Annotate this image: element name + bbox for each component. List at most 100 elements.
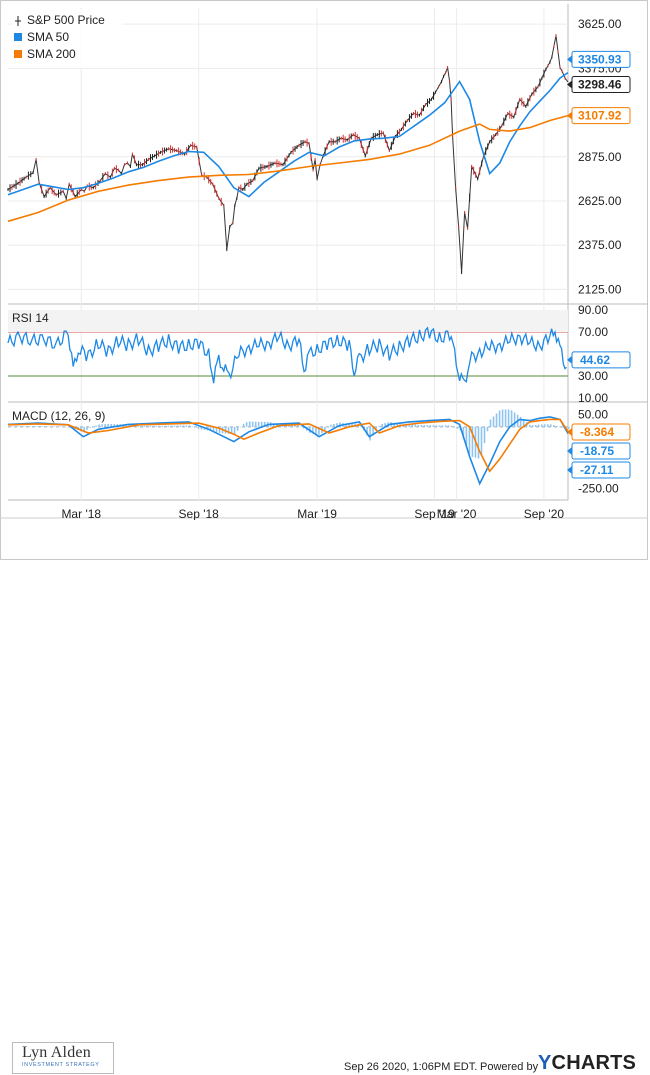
macd-histogram-bar	[420, 424, 423, 427]
macd-histogram-bar	[498, 410, 501, 427]
macd-histogram-bar	[546, 424, 549, 427]
macd-histogram-bar	[432, 425, 435, 427]
macd-histogram-bar	[414, 424, 417, 427]
macd-histogram-bar	[426, 425, 429, 427]
rsi-line	[7, 326, 567, 384]
macd-histogram-bar	[92, 426, 94, 428]
macd-histogram-bar	[384, 423, 386, 427]
macd-histogram-bar	[194, 426, 197, 428]
macd-histogram-bar	[158, 425, 161, 427]
price-y-tick-label: 3625.00	[578, 17, 622, 31]
macd-y-tick-label: 50.00	[578, 407, 608, 421]
macd-histogram-bar	[408, 424, 411, 427]
macd-histogram-bar	[263, 421, 266, 427]
macd-histogram-bar	[471, 426, 474, 457]
macd-histogram-bar	[23, 426, 25, 427]
rsi-overbought-band	[8, 310, 568, 332]
macd-last-value: -8.364	[580, 425, 614, 439]
macd-histogram-bar	[89, 426, 91, 428]
sma50-last-value-arrow	[567, 55, 572, 64]
macd-histogram-bar	[185, 425, 188, 427]
macd-histogram-bar	[272, 423, 275, 427]
price-line	[7, 35, 569, 273]
macd-histogram-bar	[480, 426, 483, 455]
macd-histogram-bar	[245, 422, 248, 427]
macd-histogram-bar	[254, 421, 257, 427]
macd-histogram-bar	[11, 426, 13, 427]
macd-histogram-bar	[125, 424, 128, 427]
macd-histogram-bar	[257, 421, 260, 427]
macd-histogram-bar	[300, 426, 302, 427]
macd-histogram-bar	[537, 424, 540, 427]
macd-histogram-bar	[137, 425, 140, 427]
legend-label: S&P 500 Price	[27, 13, 105, 27]
macd-histogram-bar	[423, 425, 426, 427]
macd-histogram-bar	[495, 413, 498, 427]
macd-histogram-bar	[236, 426, 239, 431]
macd-histogram-bar	[65, 426, 67, 428]
macd-histogram-bar	[38, 426, 40, 427]
rsi-y-tick-label: 70.00	[578, 325, 608, 339]
macd-histogram-bar	[248, 421, 251, 427]
macd-histogram-bar	[468, 426, 471, 454]
macd-histogram-bar	[291, 425, 293, 427]
price-y-tick-label: 2875.00	[578, 150, 622, 164]
macd-histogram-bar	[456, 426, 459, 429]
macd-last-value: -27.11	[580, 463, 614, 477]
macd-histogram-bar	[128, 424, 131, 427]
macd-histogram-bar	[531, 425, 534, 427]
data-layer	[7, 34, 570, 486]
macd-histogram-bar	[327, 426, 329, 428]
macd-histogram-bar	[549, 424, 552, 427]
macd-histogram-bar	[501, 409, 504, 427]
macd-histogram-bar	[17, 426, 19, 427]
legend-label: SMA 200	[27, 47, 76, 61]
macd-histogram-bar	[297, 425, 299, 427]
macd-histogram-bar	[86, 426, 88, 430]
macd-histogram-bar	[152, 425, 155, 427]
macd-histogram-bar	[164, 425, 167, 427]
price-y-tick-label: 2375.00	[578, 238, 622, 252]
macd-histogram-bar	[372, 426, 374, 436]
macd-histogram-bar	[483, 426, 486, 444]
logo[interactable]: Lyn Alden INVESTMENT STRATEGY	[12, 1042, 114, 1074]
macd-histogram-bar	[360, 425, 362, 427]
macd-last-value: -18.75	[580, 444, 614, 458]
macd-histogram-bar	[140, 425, 143, 427]
macd-histogram-bar	[212, 426, 215, 432]
macd-histogram-bar	[50, 426, 52, 427]
macd-last-value-arrow	[567, 466, 572, 474]
macd-histogram-bar	[522, 419, 525, 427]
macd-histogram-bar	[167, 425, 170, 427]
price-last-value-arrow	[567, 80, 572, 89]
macd-histogram-bar	[405, 424, 408, 427]
macd-histogram-bar	[453, 426, 456, 428]
macd-line	[7, 416, 569, 486]
macd-histogram-bar	[143, 425, 146, 427]
macd-histogram-bar	[477, 426, 480, 459]
brand-prefix: Y	[538, 1052, 552, 1074]
macd-histogram-bar	[378, 425, 380, 427]
macd-last-value-arrow	[567, 428, 572, 436]
macd-histogram-bar	[26, 426, 28, 427]
macd-histogram-bar	[110, 423, 112, 427]
ycharts-brand[interactable]: YCHARTS	[538, 1052, 636, 1075]
macd-histogram-bar	[191, 426, 194, 428]
macd-histogram-bar	[417, 424, 420, 427]
macd-histogram-bar	[489, 419, 492, 427]
x-tick-label: Mar '18	[61, 507, 101, 520]
macd-histogram-bar	[540, 424, 543, 427]
price-legend-bg	[11, 10, 123, 68]
macd-histogram-bar	[444, 425, 447, 427]
macd-histogram-bar	[294, 425, 296, 427]
macd-panel-label: MACD (12, 26, 9)	[12, 409, 105, 423]
macd-histogram-bar	[465, 426, 468, 447]
macd-histogram-bar	[288, 425, 290, 427]
macd-histogram-bar	[68, 426, 70, 428]
macd-histogram-bar	[396, 423, 398, 427]
macd-histogram-bar	[275, 424, 278, 427]
macd-histogram-bar	[324, 426, 326, 431]
macd-histogram-bar	[20, 426, 22, 427]
x-tick-label: Sep '18	[179, 507, 220, 520]
